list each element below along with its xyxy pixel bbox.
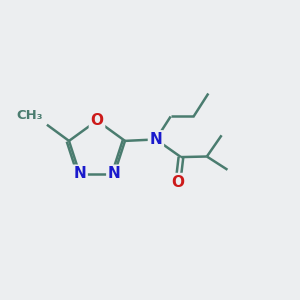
Text: N: N (149, 132, 162, 147)
Text: CH₃: CH₃ (16, 110, 43, 122)
Text: N: N (73, 166, 86, 181)
Text: N: N (108, 166, 121, 181)
Text: O: O (91, 113, 103, 128)
Text: O: O (172, 175, 184, 190)
